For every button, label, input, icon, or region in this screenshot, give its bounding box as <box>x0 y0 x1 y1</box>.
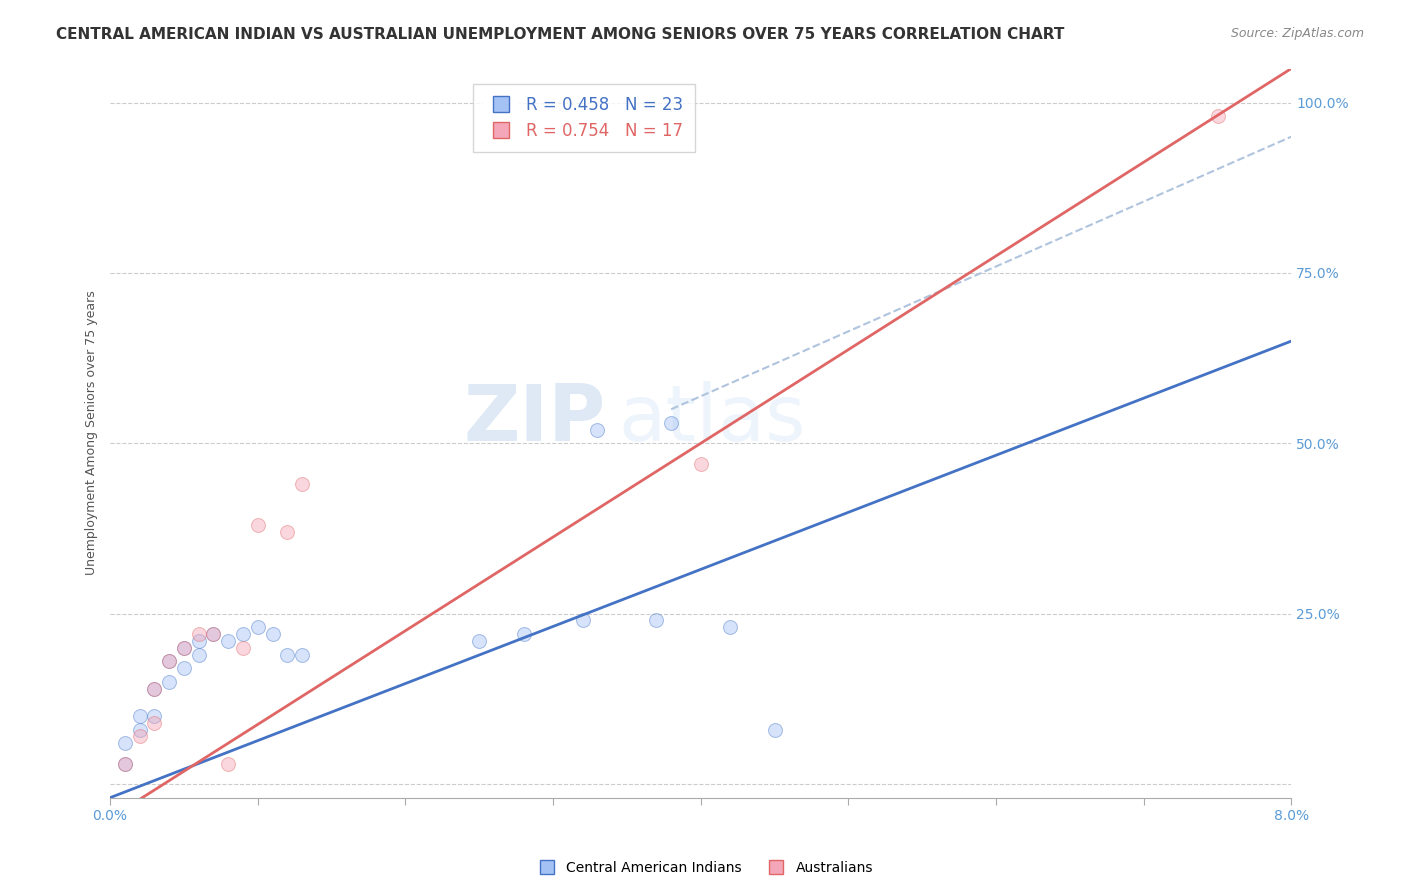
Point <box>128 723 150 737</box>
Point <box>1206 109 1229 123</box>
Point <box>143 709 166 723</box>
Text: atlas: atlas <box>619 381 806 457</box>
Point <box>143 681 166 696</box>
Point <box>143 681 166 696</box>
Legend: R = 0.458   N = 23, R = 0.754   N = 17: R = 0.458 N = 23, R = 0.754 N = 17 <box>472 84 695 152</box>
Point <box>246 518 269 533</box>
Point <box>468 634 491 648</box>
Point <box>114 756 136 771</box>
Point <box>232 640 254 655</box>
Point <box>246 620 269 634</box>
Point <box>187 627 209 641</box>
Point <box>586 423 609 437</box>
Point <box>157 654 180 668</box>
Point <box>276 648 298 662</box>
Point <box>645 614 668 628</box>
Point <box>128 729 150 743</box>
Point <box>291 648 314 662</box>
Point <box>276 524 298 539</box>
Point <box>173 640 195 655</box>
Point <box>114 736 136 750</box>
Point <box>512 627 534 641</box>
Point <box>217 634 239 648</box>
Point <box>187 634 209 648</box>
Point <box>157 674 180 689</box>
Point <box>659 416 682 430</box>
Point <box>114 756 136 771</box>
Text: CENTRAL AMERICAN INDIAN VS AUSTRALIAN UNEMPLOYMENT AMONG SENIORS OVER 75 YEARS C: CENTRAL AMERICAN INDIAN VS AUSTRALIAN UN… <box>56 27 1064 42</box>
Text: Source: ZipAtlas.com: Source: ZipAtlas.com <box>1230 27 1364 40</box>
Point <box>291 477 314 491</box>
Point <box>187 648 209 662</box>
Point <box>143 715 166 730</box>
Point <box>202 627 225 641</box>
Text: ZIP: ZIP <box>464 381 606 457</box>
Y-axis label: Unemployment Among Seniors over 75 years: Unemployment Among Seniors over 75 years <box>86 291 98 575</box>
Point <box>232 627 254 641</box>
Legend: Central American Indians, Australians: Central American Indians, Australians <box>527 855 879 880</box>
Point <box>262 627 284 641</box>
Point <box>689 457 711 471</box>
Point <box>718 620 741 634</box>
Point <box>157 654 180 668</box>
Point <box>173 661 195 675</box>
Point <box>217 756 239 771</box>
Point <box>763 723 786 737</box>
Point <box>128 709 150 723</box>
Point <box>173 640 195 655</box>
Point <box>202 627 225 641</box>
Point <box>571 614 593 628</box>
